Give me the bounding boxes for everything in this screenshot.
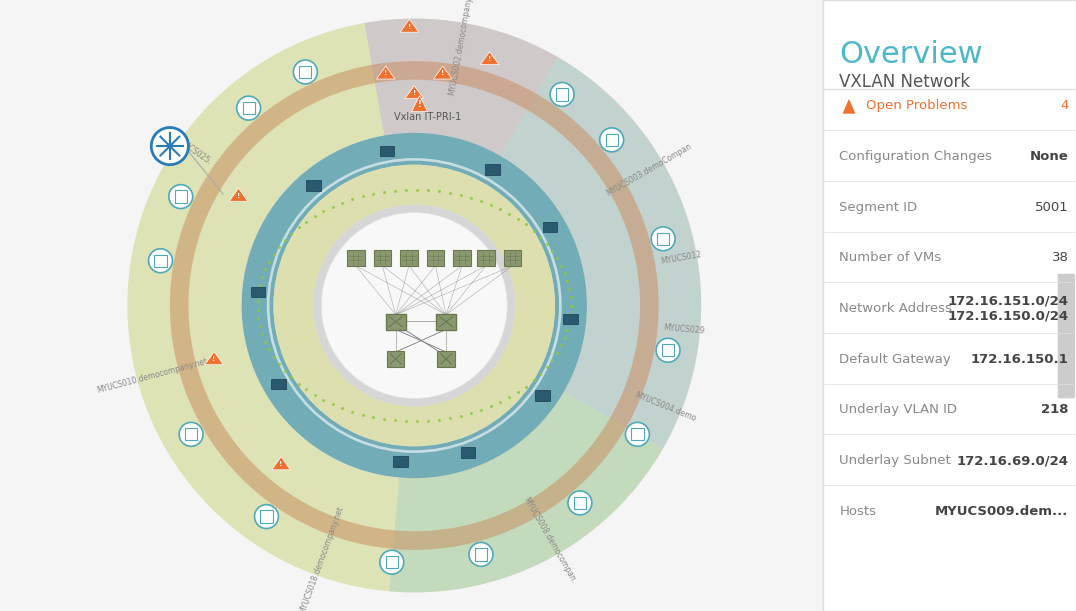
- Circle shape: [322, 213, 507, 398]
- Polygon shape: [400, 19, 419, 32]
- Text: MYUCS025.: MYUCS025.: [172, 134, 213, 166]
- Text: 172.16.151.0/24
172.16.150.0/24: 172.16.151.0/24 172.16.150.0/24: [947, 295, 1068, 323]
- FancyBboxPatch shape: [400, 251, 417, 266]
- Text: Number of VMs: Number of VMs: [839, 251, 942, 265]
- FancyBboxPatch shape: [823, 0, 1076, 611]
- Polygon shape: [480, 52, 499, 65]
- FancyBboxPatch shape: [1058, 274, 1075, 398]
- Text: MYUCS029: MYUCS029: [663, 323, 705, 335]
- FancyBboxPatch shape: [436, 314, 456, 330]
- Text: MYUCS002.democompany.net: MYUCS002.democompany.net: [447, 0, 476, 96]
- Circle shape: [469, 543, 493, 566]
- Wedge shape: [273, 165, 555, 446]
- Circle shape: [625, 422, 650, 446]
- Text: Configuration Changes: Configuration Changes: [839, 150, 992, 163]
- Circle shape: [169, 185, 193, 208]
- Text: !: !: [412, 90, 416, 96]
- Text: 218: 218: [1040, 403, 1068, 417]
- Text: VXLAN Network: VXLAN Network: [839, 73, 971, 91]
- Circle shape: [179, 422, 203, 446]
- Text: MYUCS010.democompany.net: MYUCS010.democompany.net: [96, 356, 209, 395]
- FancyBboxPatch shape: [478, 251, 495, 266]
- Text: !: !: [384, 70, 387, 76]
- Text: MYUCS003.demoCompan: MYUCS003.demoCompan: [605, 142, 693, 198]
- Circle shape: [148, 249, 172, 273]
- Polygon shape: [272, 457, 291, 470]
- Circle shape: [599, 128, 624, 152]
- FancyBboxPatch shape: [437, 351, 455, 367]
- Text: Network Address: Network Address: [839, 302, 952, 315]
- Text: Underlay Subnet: Underlay Subnet: [839, 454, 951, 467]
- FancyBboxPatch shape: [271, 379, 286, 389]
- Text: !: !: [417, 100, 422, 109]
- Text: Underlay VLAN ID: Underlay VLAN ID: [839, 403, 958, 417]
- FancyBboxPatch shape: [461, 447, 475, 458]
- Text: !: !: [408, 24, 411, 29]
- Polygon shape: [405, 86, 424, 98]
- Circle shape: [294, 60, 317, 84]
- Text: !: !: [237, 192, 240, 199]
- FancyBboxPatch shape: [373, 251, 392, 266]
- Text: 172.16.69.0/24: 172.16.69.0/24: [957, 454, 1068, 467]
- FancyBboxPatch shape: [394, 456, 408, 467]
- Wedge shape: [267, 158, 562, 453]
- Text: Segment ID: Segment ID: [839, 200, 918, 214]
- Text: 38: 38: [1051, 251, 1068, 265]
- Text: !: !: [212, 356, 215, 362]
- Text: Vxlan IT-PRI-1: Vxlan IT-PRI-1: [394, 112, 462, 122]
- Polygon shape: [377, 66, 395, 79]
- FancyBboxPatch shape: [536, 390, 550, 401]
- Text: Hosts: Hosts: [839, 505, 876, 518]
- Text: Open Problems: Open Problems: [866, 99, 967, 112]
- Text: !: !: [441, 70, 444, 76]
- Text: !: !: [840, 102, 845, 112]
- Text: MYUCS009.dem...: MYUCS009.dem...: [935, 505, 1068, 518]
- Text: Overview: Overview: [839, 40, 982, 68]
- Circle shape: [550, 82, 574, 106]
- Circle shape: [568, 491, 592, 515]
- FancyBboxPatch shape: [380, 146, 394, 156]
- Polygon shape: [434, 66, 452, 79]
- Polygon shape: [412, 96, 427, 112]
- Wedge shape: [313, 205, 515, 406]
- FancyBboxPatch shape: [504, 251, 521, 266]
- Text: Default Gateway: Default Gateway: [839, 353, 951, 366]
- Text: 172.16.150.1: 172.16.150.1: [971, 353, 1068, 366]
- Polygon shape: [843, 99, 855, 114]
- Circle shape: [255, 505, 279, 529]
- FancyBboxPatch shape: [485, 164, 499, 175]
- Wedge shape: [500, 57, 702, 449]
- FancyBboxPatch shape: [542, 222, 557, 232]
- Text: None: None: [1030, 150, 1068, 163]
- Circle shape: [116, 8, 712, 603]
- Circle shape: [651, 227, 675, 251]
- FancyBboxPatch shape: [453, 251, 471, 266]
- Text: 4: 4: [1060, 99, 1068, 112]
- FancyBboxPatch shape: [307, 180, 321, 191]
- FancyBboxPatch shape: [563, 314, 578, 324]
- FancyBboxPatch shape: [385, 314, 406, 330]
- Circle shape: [656, 338, 680, 362]
- Text: 5001: 5001: [1035, 200, 1068, 214]
- FancyBboxPatch shape: [427, 251, 444, 266]
- Text: !: !: [489, 56, 492, 62]
- Circle shape: [237, 96, 260, 120]
- Wedge shape: [365, 18, 557, 156]
- Circle shape: [380, 551, 404, 574]
- FancyBboxPatch shape: [387, 351, 405, 367]
- Polygon shape: [204, 352, 224, 365]
- Text: MYUCS004.demo: MYUCS004.demo: [634, 390, 697, 423]
- Wedge shape: [170, 61, 659, 550]
- Wedge shape: [242, 133, 586, 478]
- Text: MYUCS018.democompany.net: MYUCS018.democompany.net: [298, 505, 345, 611]
- Wedge shape: [127, 18, 702, 593]
- Polygon shape: [229, 188, 247, 201]
- FancyBboxPatch shape: [348, 251, 365, 266]
- Wedge shape: [390, 392, 663, 593]
- Circle shape: [152, 128, 188, 165]
- FancyBboxPatch shape: [251, 287, 266, 297]
- Text: MYUCS008.democompan.: MYUCS008.democompan.: [521, 496, 578, 585]
- Text: !: !: [280, 461, 283, 467]
- Text: MYUCS012: MYUCS012: [660, 251, 703, 266]
